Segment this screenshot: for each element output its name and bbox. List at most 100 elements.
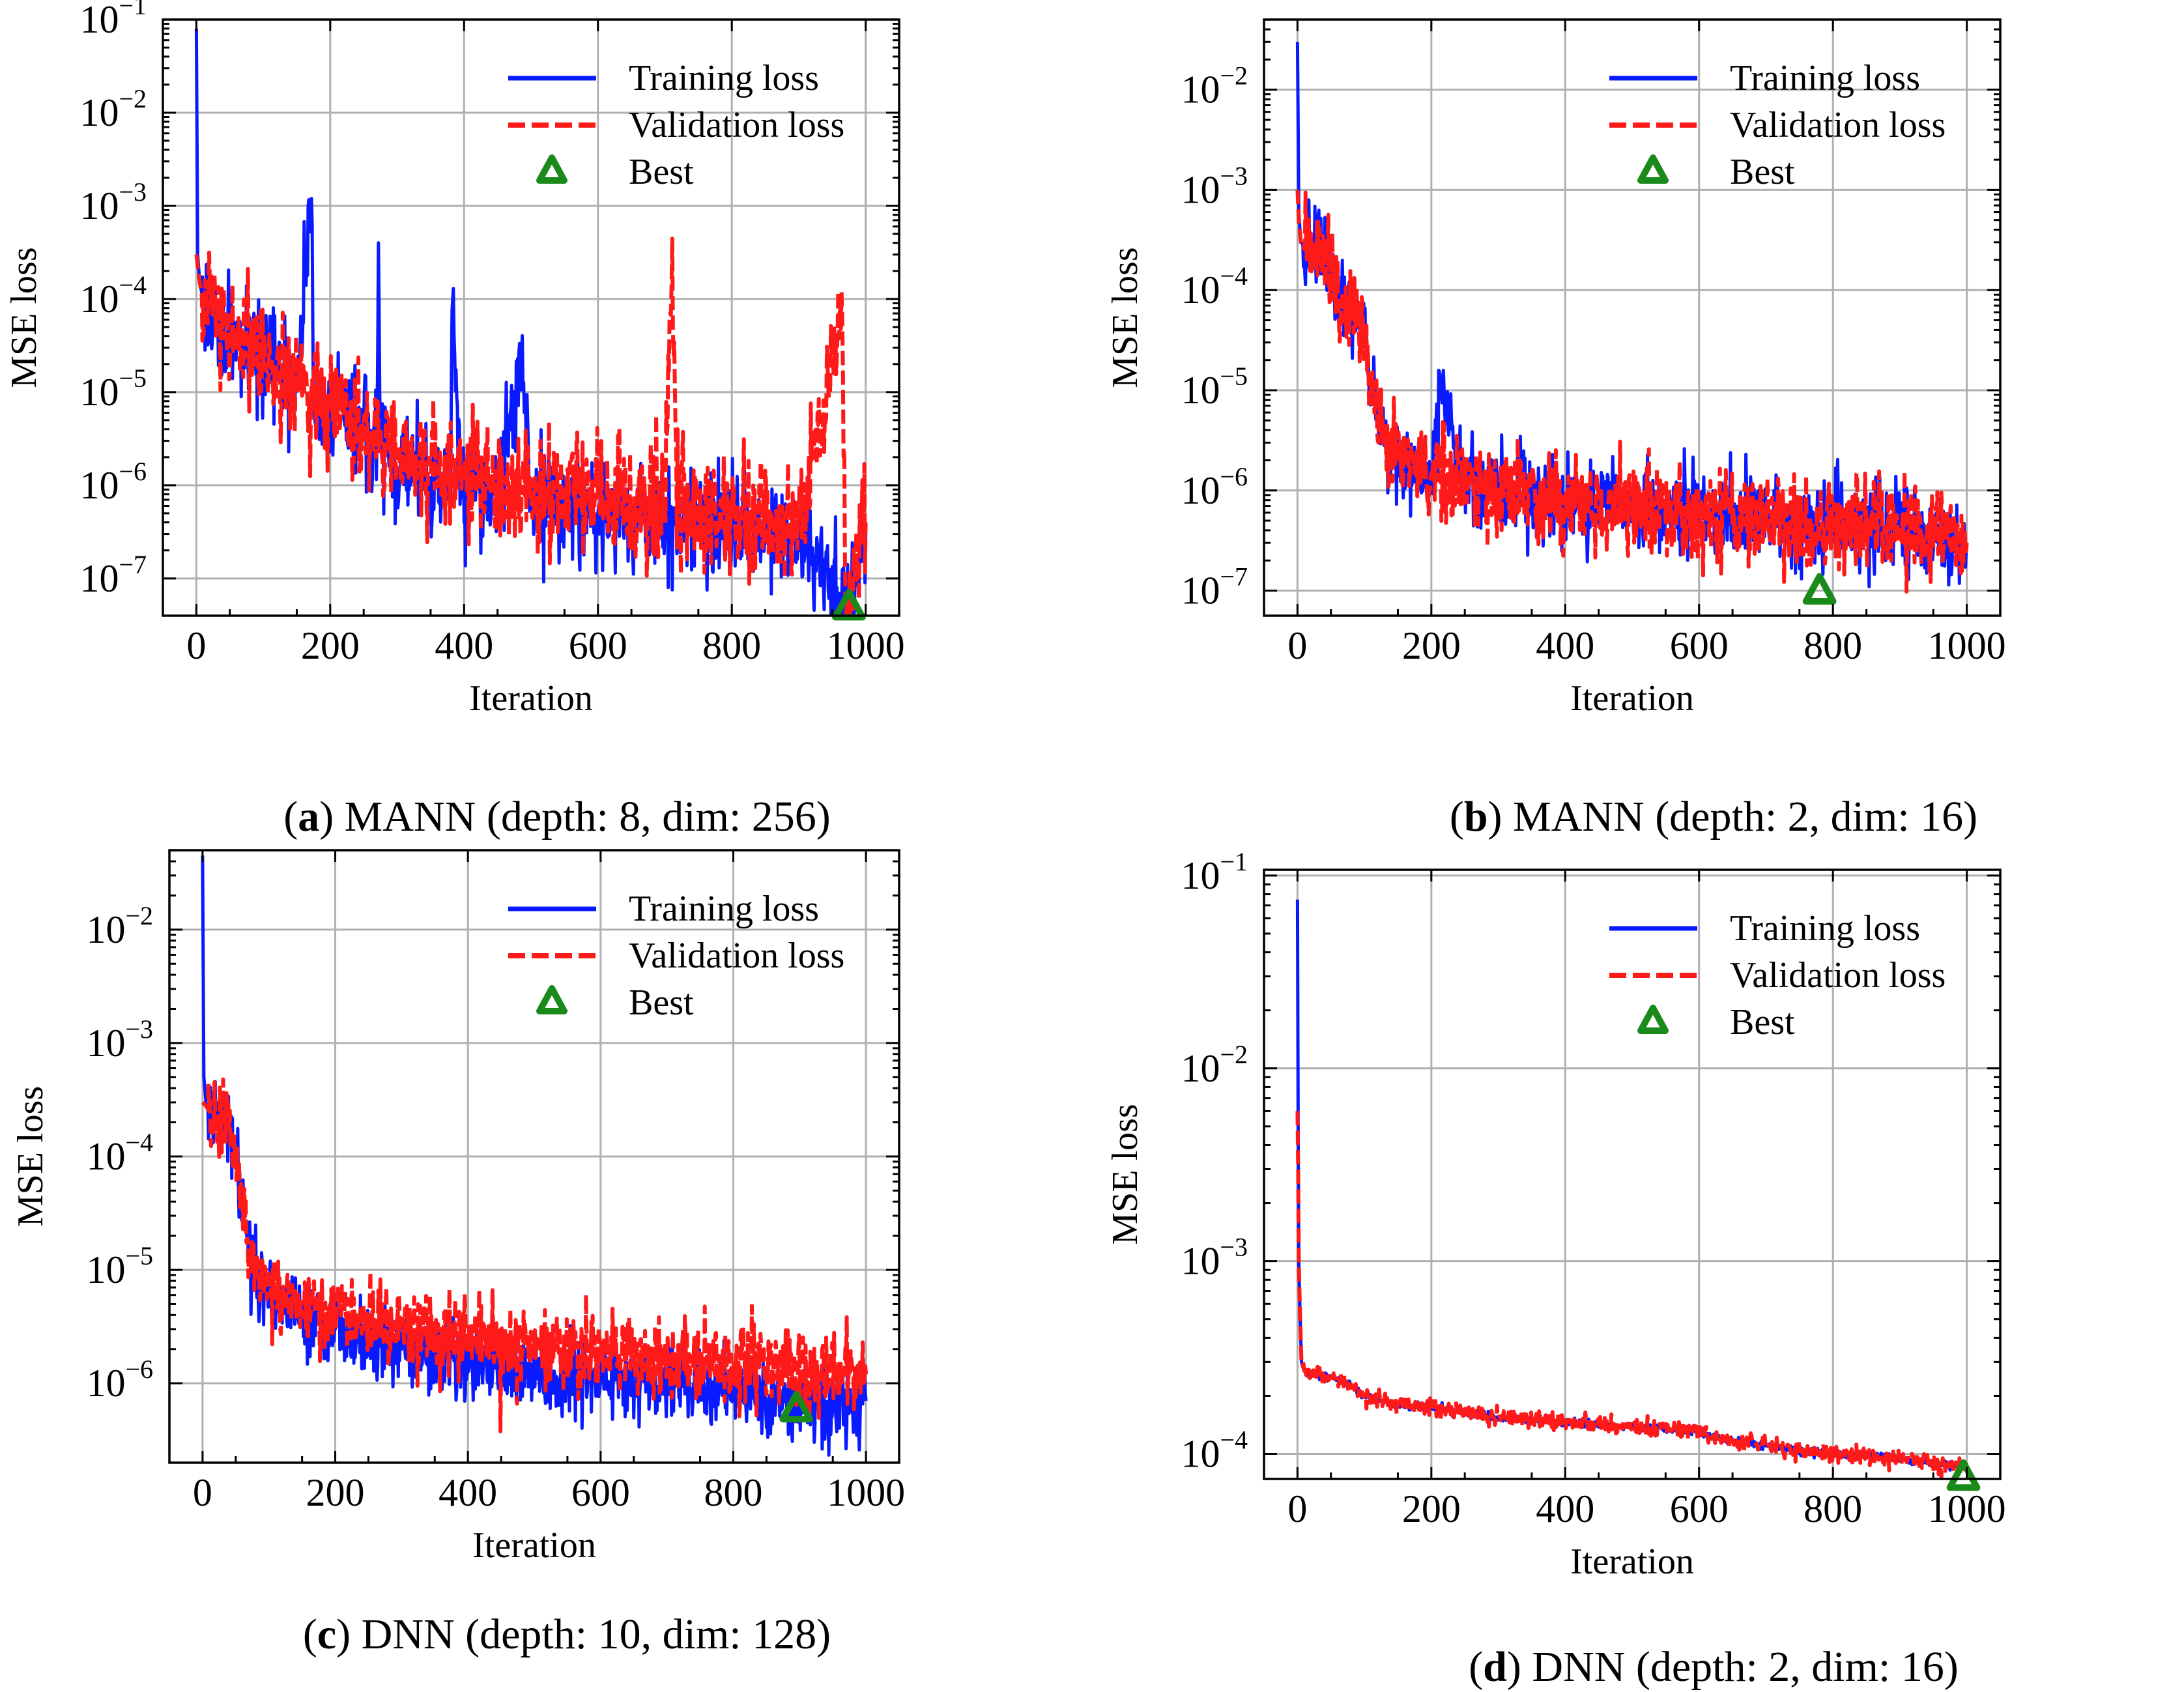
panel-c: 0 200 400 600 800 1000 10−6 10−5 10−4 10−3 10−2 Tr… xyxy=(10,849,905,1658)
legend-training-label: Training loss xyxy=(1730,58,1920,98)
x-tick-label: 200 xyxy=(1402,1487,1461,1530)
caption-b: (b) MANN (depth: 2, dim: 16) xyxy=(1450,793,1977,840)
x-tick-label: 600 xyxy=(569,624,627,667)
axes-frame-a xyxy=(162,18,900,617)
legend-best-marker xyxy=(536,985,568,1014)
x-tick-label: 200 xyxy=(1402,624,1461,667)
caption-text-a: MANN (depth: 8, dim: 256) xyxy=(334,793,831,840)
ticks-d: 0 200 400 600 800 1000 10−4 10−3 10−2 10−1 xyxy=(1181,847,2005,1530)
series-clip-c xyxy=(201,855,869,1457)
panel-b: 0 200 400 600 800 1000 10−7 10−6 10−5 10−4 10−3 10−… xyxy=(1105,18,2006,840)
x-tick-label: 600 xyxy=(571,1471,630,1514)
series-layer-a xyxy=(194,28,868,621)
x-tick-label: 400 xyxy=(1536,624,1594,667)
y-axis-title-a: MSE loss xyxy=(4,247,44,388)
x-tick-label: 1000 xyxy=(827,1471,905,1514)
ticks-a: 0 200 400 600 800 1000 10−7 10−6 10−5 10−4 10−3 10−… xyxy=(79,0,904,667)
caption-letter-b: b xyxy=(1464,793,1488,840)
legend-d: Training loss Validation loss Best xyxy=(1609,908,1946,1042)
y-tick-label: 10−5 xyxy=(1181,362,1248,412)
y-tick-label: 10−5 xyxy=(79,364,147,414)
x-axis-title-b: Iteration xyxy=(1570,678,1694,719)
y-tick-label: 10−4 xyxy=(79,270,147,321)
y-tick-label: 10−1 xyxy=(1181,847,1248,897)
y-tick-label: 10−2 xyxy=(1181,61,1248,111)
y-tick-label: 10−2 xyxy=(79,84,147,134)
grid-c xyxy=(169,850,899,1463)
ticks-c: 0 200 400 600 800 1000 10−6 10−5 10−4 10−3 10−2 xyxy=(86,849,905,1514)
series-layer-b xyxy=(1295,42,1969,605)
y-tick-label: 10−4 xyxy=(1181,261,1248,311)
validation-loss-line xyxy=(194,237,868,616)
series-layer-d xyxy=(1295,899,1981,1491)
x-tick-label: 200 xyxy=(301,624,360,667)
validation-loss-line xyxy=(1295,190,1969,594)
caption-c: (c) DNN (depth: 10, dim: 128) xyxy=(303,1611,831,1658)
legend-best-label: Best xyxy=(1730,152,1795,192)
series-clip-a xyxy=(194,28,868,616)
legend-best-label: Best xyxy=(629,982,694,1023)
legend-best-label: Best xyxy=(1730,1002,1795,1042)
legend-validation-label: Validation loss xyxy=(1730,105,1946,145)
y-tick-label: 10−6 xyxy=(1181,462,1248,512)
legend-best-label: Best xyxy=(629,152,694,192)
x-tick-label: 0 xyxy=(193,1471,212,1514)
x-tick-label: 800 xyxy=(1803,1487,1862,1530)
legend-a: Training loss Validation loss Best xyxy=(508,58,844,192)
y-axis-title-b: MSE loss xyxy=(1105,247,1145,388)
y-tick-label: 10−3 xyxy=(79,177,147,227)
axes-frame-d xyxy=(1263,868,2002,1480)
series-clip-b xyxy=(1295,42,1969,594)
legend-validation-label: Validation loss xyxy=(629,936,844,976)
legend-training-label: Training loss xyxy=(1730,908,1920,949)
panel-d: 0 200 400 600 800 1000 10−4 10−3 10−2 10−1 Traini… xyxy=(1105,847,2006,1691)
legend-best-marker xyxy=(536,154,568,184)
x-axis-title-a: Iteration xyxy=(469,678,593,719)
x-tick-label: 0 xyxy=(1287,624,1307,667)
caption-letter-c: c xyxy=(317,1611,336,1658)
axes-frame-b xyxy=(1263,18,2002,617)
y-tick-label: 10−4 xyxy=(86,1128,153,1178)
y-tick-label: 10−5 xyxy=(86,1241,153,1291)
caption-letter-d: d xyxy=(1483,1643,1507,1691)
y-tick-label: 10−7 xyxy=(1181,562,1248,612)
y-axis-title-d: MSE loss xyxy=(1105,1104,1145,1244)
series-clip-d xyxy=(1295,899,1969,1479)
legend-training-label: Training loss xyxy=(629,889,819,929)
panel-a: 0 200 400 600 800 1000 10−7 10−6 10−5 10−4 10−3 10−… xyxy=(4,0,905,840)
y-axis-title-c: MSE loss xyxy=(10,1086,51,1227)
x-axis-title-c: Iteration xyxy=(472,1525,596,1566)
legend-c: Training loss Validation loss Best xyxy=(508,889,844,1023)
x-tick-label: 800 xyxy=(702,624,761,667)
caption-letter-a: a xyxy=(298,793,319,840)
legend-b: Training loss Validation loss Best xyxy=(1609,58,1946,192)
best-marker xyxy=(832,588,866,621)
x-tick-label: 400 xyxy=(1536,1487,1594,1530)
caption-text-d: DNN (depth: 2, dim: 16) xyxy=(1521,1643,1959,1691)
x-tick-label: 200 xyxy=(306,1471,365,1514)
y-tick-label: 10−2 xyxy=(1181,1040,1248,1090)
y-tick-label: 10−1 xyxy=(79,0,147,41)
x-tick-label: 600 xyxy=(1670,624,1729,667)
best-marker xyxy=(1946,1459,1981,1491)
validation-loss-line xyxy=(201,1077,869,1433)
x-tick-label: 400 xyxy=(435,624,493,667)
y-tick-label: 10−3 xyxy=(1181,1233,1248,1283)
y-tick-label: 10−3 xyxy=(1181,161,1248,211)
best-marker xyxy=(1802,573,1837,605)
legend-validation-label: Validation loss xyxy=(629,105,844,145)
y-tick-label: 10−7 xyxy=(79,550,147,600)
x-tick-label: 1000 xyxy=(1928,624,2006,667)
legend-best-marker xyxy=(1637,1005,1669,1034)
caption-a: (a) MANN (depth: 8, dim: 256) xyxy=(283,793,831,840)
legend-training-label: Training loss xyxy=(629,58,819,98)
legend-validation-label: Validation loss xyxy=(1730,955,1946,996)
series-layer-c xyxy=(201,855,869,1457)
y-tick-label: 10−6 xyxy=(79,457,147,507)
ticks-b: 0 200 400 600 800 1000 10−7 10−6 10−5 10−4 10−3 10−… xyxy=(1181,18,2006,667)
x-tick-label: 800 xyxy=(1803,624,1862,667)
validation-loss-line xyxy=(1295,1111,1969,1479)
x-tick-label: 0 xyxy=(186,624,206,667)
x-tick-label: 1000 xyxy=(1928,1487,2006,1530)
